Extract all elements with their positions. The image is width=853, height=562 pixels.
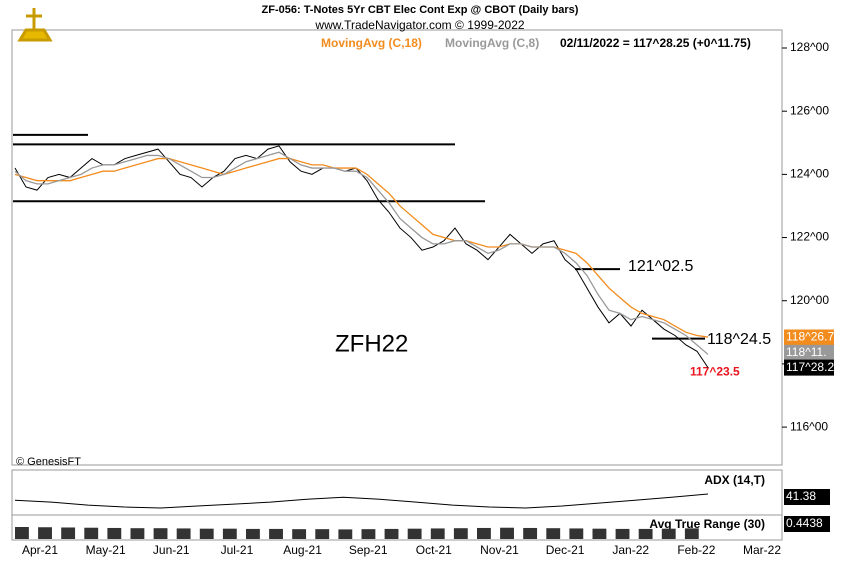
atr-bar bbox=[453, 528, 468, 539]
legend-ma18: MovingAvg (C,18) bbox=[321, 36, 422, 50]
atr-bar bbox=[38, 527, 52, 539]
atr-bar bbox=[315, 529, 330, 539]
x-tick-label: Sep-21 bbox=[349, 543, 388, 557]
atr-bar bbox=[569, 528, 584, 539]
y-tick-label: 128^00 bbox=[790, 40, 829, 54]
chart-title: ZF-056: T-Notes 5Yr CBT Elec Cont Exp @ … bbox=[262, 4, 579, 16]
x-tick-label: Feb-22 bbox=[677, 543, 715, 557]
atr-bar bbox=[523, 527, 538, 539]
adx-value-label: 41.38 bbox=[786, 489, 816, 503]
legend-ma8: MovingAvg (C,8) bbox=[445, 36, 539, 50]
atr-bar bbox=[246, 528, 260, 539]
y-tick-label: 122^00 bbox=[790, 230, 829, 244]
atr-bar bbox=[361, 529, 376, 539]
symbol: ZFH22 bbox=[335, 330, 408, 357]
adx-box bbox=[784, 489, 830, 505]
x-tick-label: Apr-21 bbox=[22, 543, 58, 557]
x-tick-label: Jun-21 bbox=[153, 543, 190, 557]
y-tick-label: 120^00 bbox=[790, 293, 829, 307]
y-tick-label: 116^00 bbox=[790, 419, 828, 433]
atr-frame bbox=[11, 514, 783, 541]
atr-bar bbox=[592, 528, 607, 539]
atr-bar bbox=[269, 528, 283, 539]
atr-bar bbox=[477, 527, 491, 539]
atr-bar bbox=[222, 528, 237, 539]
x-tick-label: Mar-22 bbox=[743, 543, 781, 557]
x-tick-label: Oct-21 bbox=[416, 543, 452, 557]
atr-box bbox=[784, 516, 830, 532]
price-box bbox=[784, 344, 834, 361]
atr-bar bbox=[199, 528, 214, 539]
y-tick-label: 124^00 bbox=[790, 167, 829, 181]
x-tick-label: Jan-22 bbox=[612, 543, 649, 557]
atr-bar bbox=[130, 528, 145, 539]
atr-bar bbox=[615, 528, 630, 539]
atr-value-label: 0.4438 bbox=[786, 516, 823, 530]
series-line bbox=[14, 157, 709, 338]
atr-name: Avg True Range (30) bbox=[649, 517, 765, 531]
atr-bar bbox=[338, 529, 353, 539]
adx-line bbox=[14, 493, 709, 509]
annotation: 118^24.5 bbox=[707, 331, 771, 348]
y-tick-label: 126^00 bbox=[790, 103, 829, 117]
price-label: 118^11. bbox=[786, 345, 827, 359]
price-box bbox=[784, 359, 834, 376]
atr-bar bbox=[153, 528, 168, 539]
series-line bbox=[14, 151, 709, 355]
atr-bar bbox=[638, 528, 653, 539]
subtitle: www.TradeNavigator.com © 1999-2022 bbox=[314, 18, 524, 32]
x-tick-label: Nov-21 bbox=[480, 543, 519, 557]
x-tick-label: May-21 bbox=[86, 543, 126, 557]
adx-name: ADX (14,T) bbox=[704, 473, 765, 487]
atr-bar bbox=[500, 527, 514, 539]
atr-bar bbox=[684, 528, 699, 539]
atr-bar bbox=[661, 528, 676, 539]
annotation: 117^23.5 bbox=[690, 364, 740, 378]
adx-frame bbox=[11, 469, 783, 516]
atr-bar bbox=[430, 528, 445, 539]
source: © GenesisFT bbox=[16, 456, 81, 468]
atr-bar bbox=[292, 529, 307, 539]
atr-bar bbox=[384, 528, 399, 539]
atr-bar bbox=[15, 527, 29, 539]
price-label: 118^26.75 bbox=[786, 330, 841, 344]
x-tick-label: Dec-21 bbox=[546, 543, 585, 557]
atr-bar bbox=[407, 528, 422, 539]
atr-bar bbox=[546, 528, 561, 539]
price-box bbox=[784, 329, 834, 346]
atr-bar bbox=[61, 527, 76, 539]
atr-bar bbox=[176, 528, 191, 539]
price-label: 117^28.25 bbox=[786, 360, 841, 374]
atr-bar bbox=[84, 527, 99, 539]
x-tick-label: Jul-21 bbox=[221, 543, 254, 557]
logo bbox=[17, 8, 53, 42]
annotation: 121^02.5 bbox=[628, 258, 693, 275]
x-tick-label: Aug-21 bbox=[283, 543, 322, 557]
atr-bar bbox=[107, 527, 122, 539]
status: 02/11/2022 = 117^28.25 (+0^11.75) bbox=[560, 36, 751, 50]
plot-frame bbox=[11, 29, 783, 466]
